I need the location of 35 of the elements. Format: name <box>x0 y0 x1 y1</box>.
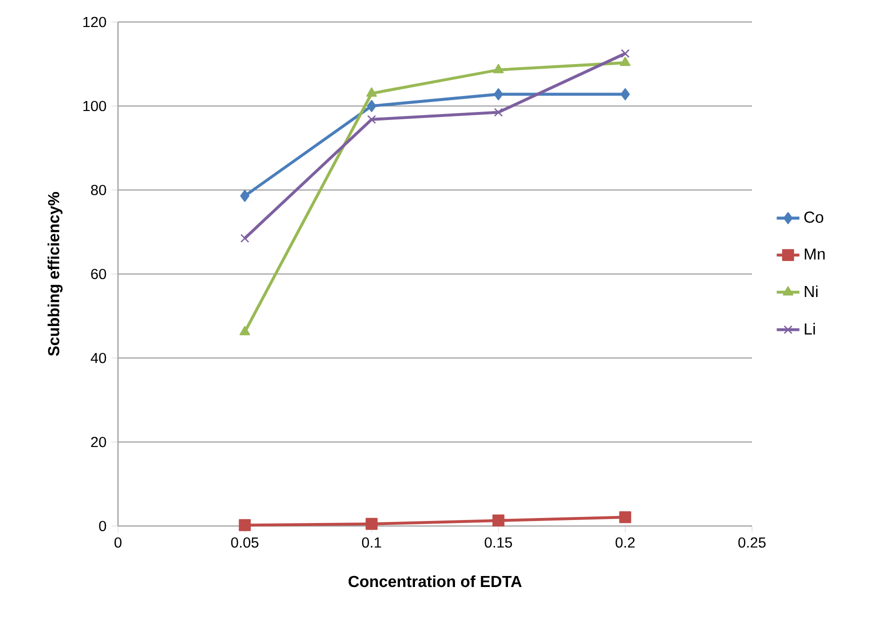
y-tick-label: 100 <box>83 100 106 112</box>
point <box>366 87 377 97</box>
point <box>492 514 504 527</box>
point <box>620 88 630 100</box>
point <box>240 190 250 202</box>
point <box>367 115 376 124</box>
x-tick-label: 0.1 <box>362 537 382 548</box>
x-tick-label: 0.25 <box>738 537 766 548</box>
y-tick-label: 40 <box>90 352 106 364</box>
x-tick-label: 0 <box>114 537 122 548</box>
point <box>620 49 630 58</box>
x-tick-label: 0.15 <box>484 537 512 548</box>
point <box>240 326 250 336</box>
legend-label: Mn <box>804 248 825 260</box>
x-tick-label: 0.2 <box>616 537 635 548</box>
point <box>366 100 376 112</box>
y-tick-label: 60 <box>91 268 106 280</box>
y-axis-title: Scubbing efficiency% <box>48 192 63 356</box>
point <box>493 64 504 74</box>
y-tick-label: 80 <box>91 184 106 196</box>
legend-label: Co <box>804 212 824 223</box>
point <box>366 518 378 530</box>
y-tick-label: 120 <box>83 16 106 28</box>
y-tick-label: 0 <box>99 520 106 532</box>
point <box>238 519 251 532</box>
legend-label: Ni <box>804 285 818 298</box>
point <box>619 511 632 524</box>
point <box>620 56 630 66</box>
legend-label: Li <box>804 322 815 334</box>
point <box>494 108 503 117</box>
x-axis-title: Concentration of EDTA <box>348 575 522 588</box>
x-tick-label: 0.05 <box>231 537 258 548</box>
point <box>240 234 250 243</box>
y-tick-label: 20 <box>91 436 106 448</box>
point <box>494 88 504 100</box>
